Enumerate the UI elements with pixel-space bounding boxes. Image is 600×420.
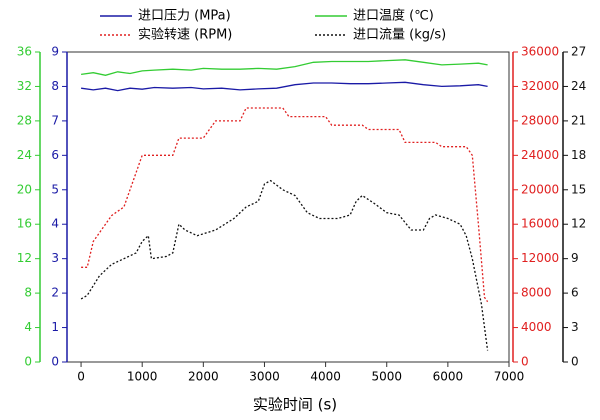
y-tick-label: 36 xyxy=(17,45,32,59)
x-tick-label: 3000 xyxy=(249,370,280,384)
y-tick-label: 9 xyxy=(51,45,59,59)
y-tick-label: 7 xyxy=(51,113,59,127)
y-tick-label: 8 xyxy=(24,286,32,300)
y-tick-label: 4 xyxy=(51,217,59,231)
y-tick-label: 12000 xyxy=(521,251,559,265)
y-tick-label: 3 xyxy=(51,251,59,265)
y-tick-label: 16 xyxy=(17,217,32,231)
y-tick-label: 24 xyxy=(571,79,586,93)
series-line xyxy=(80,179,489,351)
series-line xyxy=(81,107,489,303)
y-tick-label: 12 xyxy=(571,217,586,231)
y-tick-label: 15 xyxy=(571,182,586,196)
y-tick-label: 18 xyxy=(571,148,586,162)
y-tick-label: 0 xyxy=(51,355,59,369)
y-tick-label: 0 xyxy=(571,355,579,369)
y-tick-label: 32 xyxy=(17,79,32,93)
y-tick-label: 32000 xyxy=(521,79,559,93)
y-tick-label: 1 xyxy=(51,320,59,334)
x-tick-label: 2000 xyxy=(188,370,219,384)
y-tick-label: 12 xyxy=(17,251,32,265)
y-tick-label: 2 xyxy=(51,286,59,300)
y-tick-label: 21 xyxy=(571,113,586,127)
y-tick-label: 36000 xyxy=(521,45,559,59)
legend-label: 进口压力 (MPa) xyxy=(138,9,231,24)
y-tick-label: 3 xyxy=(571,320,579,334)
y-tick-label: 6 xyxy=(571,286,579,300)
legend-label: 进口温度 (℃) xyxy=(353,8,434,24)
y-tick-label: 5 xyxy=(51,182,59,196)
y-tick-label: 6 xyxy=(51,148,59,162)
legend-label: 进口流量 (kg/s) xyxy=(353,28,446,43)
x-axis-label: 实验时间 (s) xyxy=(253,396,337,414)
plot-frame xyxy=(66,51,510,363)
y-tick-label: 27 xyxy=(571,45,586,59)
y-tick-label: 24000 xyxy=(521,148,559,162)
y-tick-label: 0 xyxy=(521,355,529,369)
x-tick-label: 5000 xyxy=(371,370,402,384)
y-tick-label: 4000 xyxy=(521,320,552,334)
y-tick-label: 8000 xyxy=(521,286,552,300)
series-line xyxy=(81,59,488,76)
x-tick-label: 1000 xyxy=(127,370,158,384)
y-tick-label: 0 xyxy=(24,355,32,369)
legend-label: 实验转速 (RPM) xyxy=(138,27,232,43)
y-tick-label: 8 xyxy=(51,79,59,93)
x-tick-label: 6000 xyxy=(433,370,464,384)
series-line xyxy=(81,81,488,92)
y-tick-label: 4 xyxy=(24,320,32,334)
y-tick-label: 9 xyxy=(571,251,579,265)
y-tick-label: 28 xyxy=(17,113,32,127)
y-tick-label: 20 xyxy=(17,182,32,196)
y-tick-label: 24 xyxy=(17,148,32,162)
x-tick-label: 0 xyxy=(77,370,85,384)
x-tick-label: 4000 xyxy=(310,370,341,384)
y-tick-label: 28000 xyxy=(521,113,559,127)
y-tick-label: 16000 xyxy=(521,217,559,231)
x-tick-label: 7000 xyxy=(494,370,525,384)
y-tick-label: 20000 xyxy=(521,182,559,196)
